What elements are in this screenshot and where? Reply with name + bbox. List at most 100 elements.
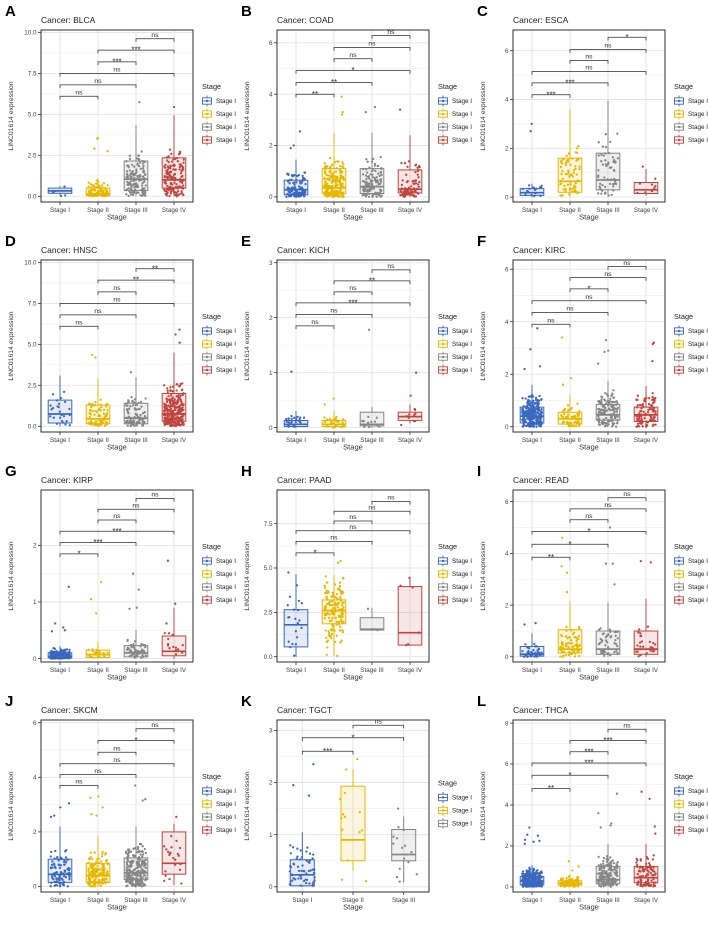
svg-text:2: 2 [505, 602, 509, 609]
svg-text:Stage I: Stage I [50, 897, 70, 904]
svg-text:Stage IV: Stage IV [398, 207, 423, 214]
legend-title: Stage [674, 312, 693, 321]
panel-letter: J [5, 693, 13, 710]
legend-item-label: Stage III [452, 584, 472, 591]
legend-item-label: Stage IV [216, 827, 236, 834]
svg-text:2: 2 [33, 829, 37, 836]
legend-item-label: Stage IV [216, 597, 236, 604]
significance-label: ns [94, 768, 102, 775]
svg-text:6: 6 [505, 499, 509, 506]
svg-text:0: 0 [269, 425, 273, 432]
significance-label: ns [113, 67, 121, 74]
significance-label: ns [349, 52, 357, 59]
svg-text:7.5: 7.5 [28, 301, 37, 308]
legend-title: Stage [202, 772, 221, 781]
svg-text:2: 2 [269, 780, 273, 787]
legend-title: Stage [202, 312, 221, 321]
y-axis-label: LINC01614 expression [244, 81, 251, 150]
legend-item-label: Stage III [216, 354, 236, 361]
legend-item-label: Stage IV [688, 137, 708, 144]
significance-label: * [351, 66, 354, 75]
x-axis-label: Stage [343, 903, 363, 912]
significance-label: ** [133, 276, 139, 285]
legend-item-label: Stage II [216, 111, 236, 118]
significance-label: ns [604, 502, 612, 509]
panel-title: Cancer: SKCM [41, 705, 98, 715]
legend-item-label: Stage IV [452, 597, 472, 604]
svg-text:3: 3 [269, 728, 273, 735]
svg-text:Stage IV: Stage IV [398, 437, 423, 444]
significance-label: ns [623, 722, 631, 729]
x-axis-label: Stage [107, 673, 127, 682]
legend-item-label: Stage III [688, 354, 708, 361]
svg-text:Stage I: Stage I [522, 667, 542, 674]
legend-item-label: Stage III [452, 821, 472, 828]
svg-text:Stage I: Stage I [50, 207, 70, 214]
panel-title: Cancer: TGCT [277, 705, 332, 715]
svg-text:Stage IV: Stage IV [634, 437, 659, 444]
svg-text:Stage IV: Stage IV [162, 207, 187, 214]
significance-label: ns [132, 502, 140, 509]
panel-title: Cancer: BLCA [41, 15, 96, 25]
legend-title: Stage [202, 82, 221, 91]
svg-text:Stage III: Stage III [596, 437, 620, 444]
significance-label: * [134, 736, 137, 745]
svg-text:Stage III: Stage III [124, 897, 148, 904]
significance-label: * [313, 549, 316, 558]
svg-text:4: 4 [269, 91, 273, 98]
svg-text:0: 0 [269, 194, 273, 201]
significance-label: * [587, 527, 590, 536]
significance-label: ns [585, 294, 593, 301]
legend-item-label: Stage II [688, 111, 708, 118]
svg-text:2: 2 [505, 371, 509, 378]
svg-text:0: 0 [505, 194, 509, 201]
svg-text:10.0: 10.0 [24, 30, 37, 37]
svg-text:Stage IV: Stage IV [162, 667, 187, 674]
significance-label: ** [152, 264, 158, 273]
svg-text:4: 4 [505, 97, 509, 104]
svg-text:Stage IV: Stage IV [398, 667, 423, 674]
significance-label: ns [387, 263, 395, 270]
significance-label: ns [349, 514, 357, 521]
legend-item-label: Stage III [688, 814, 708, 821]
legend-item-label: Stage III [216, 584, 236, 591]
svg-text:6: 6 [33, 720, 37, 727]
significance-label: ns [368, 505, 376, 512]
legend-title: Stage [674, 772, 693, 781]
panel-letter: L [477, 693, 486, 710]
legend-item-label: Stage I [688, 328, 708, 335]
legend-item-label: Stage II [452, 571, 472, 578]
x-axis-label: Stage [579, 443, 599, 452]
x-axis-label: Stage [579, 903, 599, 912]
svg-text:Stage III: Stage III [124, 207, 148, 214]
panel-title: Cancer: ESCA [513, 15, 569, 25]
legend-item-label: Stage I [216, 328, 236, 335]
legend-item-label: Stage I [688, 98, 708, 105]
svg-text:4: 4 [505, 319, 509, 326]
significance-label: *** [565, 79, 574, 88]
svg-text:Stage III: Stage III [360, 437, 384, 444]
legend-item-label: Stage IV [452, 367, 472, 374]
significance-label: ns [113, 745, 121, 752]
svg-text:1: 1 [269, 832, 273, 839]
svg-text:1: 1 [33, 599, 37, 606]
legend-item-label: Stage II [452, 808, 472, 815]
significance-label: ns [623, 491, 631, 498]
significance-label: ns [566, 306, 574, 313]
svg-text:Stage III: Stage III [360, 667, 384, 674]
legend-item-label: Stage III [216, 814, 236, 821]
